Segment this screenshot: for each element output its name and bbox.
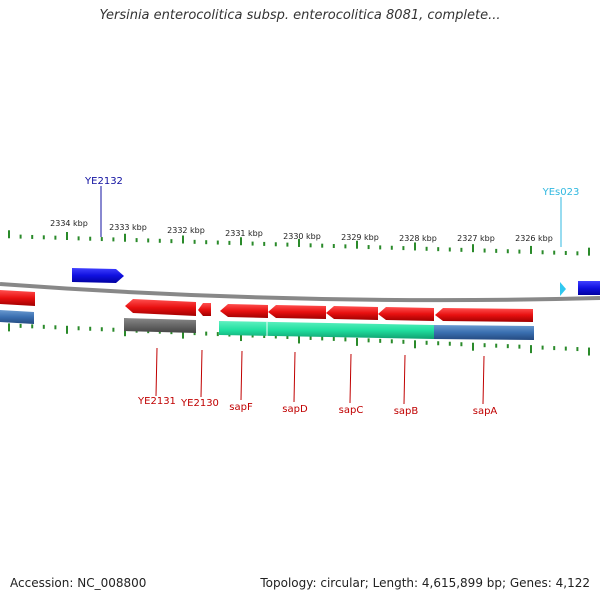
callout-line [482,355,485,405]
gene-label-sapf: sapF [229,402,253,413]
gene-right-edge[interactable] [578,281,600,295]
genome-backbone [0,282,600,303]
gene-sapb[interactable] [378,307,434,321]
gene-label-ye2130: YE2130 [180,398,219,409]
callout-line [293,351,296,403]
gene-sapf[interactable] [220,304,268,318]
gene-label-ye2131: YE2131 [137,396,176,407]
gene-ye2132[interactable] [72,268,124,283]
callout-line [403,354,406,405]
gene-sapd[interactable] [268,305,326,319]
chart-title: Yersinia enterocolitica subsp. enterocol… [99,8,501,23]
gene-ye2131-pseudo[interactable] [124,318,196,333]
callout-line [155,347,158,397]
ruler-labels: 2334 kbp 2333 kbp 2332 kbp 2331 kbp 2330 kbp… [50,219,553,243]
operon-steel[interactable] [434,325,534,340]
ruler-bottom [8,323,590,356]
gene-sapc[interactable] [326,306,378,320]
bottom-callouts: YE2131 YE2130 sapF sapD sapC sapB sapA [137,347,498,417]
label-ye2132: YE2132 [84,176,123,187]
gene-ye2131[interactable] [125,299,196,316]
ruler-label: 2334 kbp [50,219,88,228]
ruler-label: 2333 kbp [109,223,147,232]
operon-green[interactable] [219,321,434,339]
rna-yes023[interactable] [560,282,566,296]
ruler-label: 2332 kbp [167,226,205,235]
callout-line [349,353,352,404]
callout-line [200,349,203,398]
gene-left-edge-steel[interactable] [0,310,34,324]
ruler-label: 2329 kbp [341,233,379,242]
summary-text: Topology: circular; Length: 4,615,899 bp… [260,576,590,590]
callout-line [240,350,243,401]
gene-label-sapa: sapA [473,406,498,417]
gene-label-sapd: sapD [282,404,308,415]
ruler-top [8,230,590,256]
ruler-label: 2328 kbp [399,234,437,243]
accession-text: Accession: NC_008800 [10,576,147,590]
gene-sapa[interactable] [435,308,533,322]
ruler-label: 2327 kbp [457,234,495,243]
gene-label-sapc: sapC [339,405,364,416]
gene-ye2130[interactable] [198,303,211,316]
ruler-label: 2330 kbp [283,232,321,241]
ruler-label: 2331 kbp [225,229,263,238]
ruler-label: 2326 kbp [515,234,553,243]
gene-left-edge[interactable] [0,290,35,306]
label-yes023: YEs023 [542,187,580,198]
gene-label-sapb: sapB [394,406,419,417]
